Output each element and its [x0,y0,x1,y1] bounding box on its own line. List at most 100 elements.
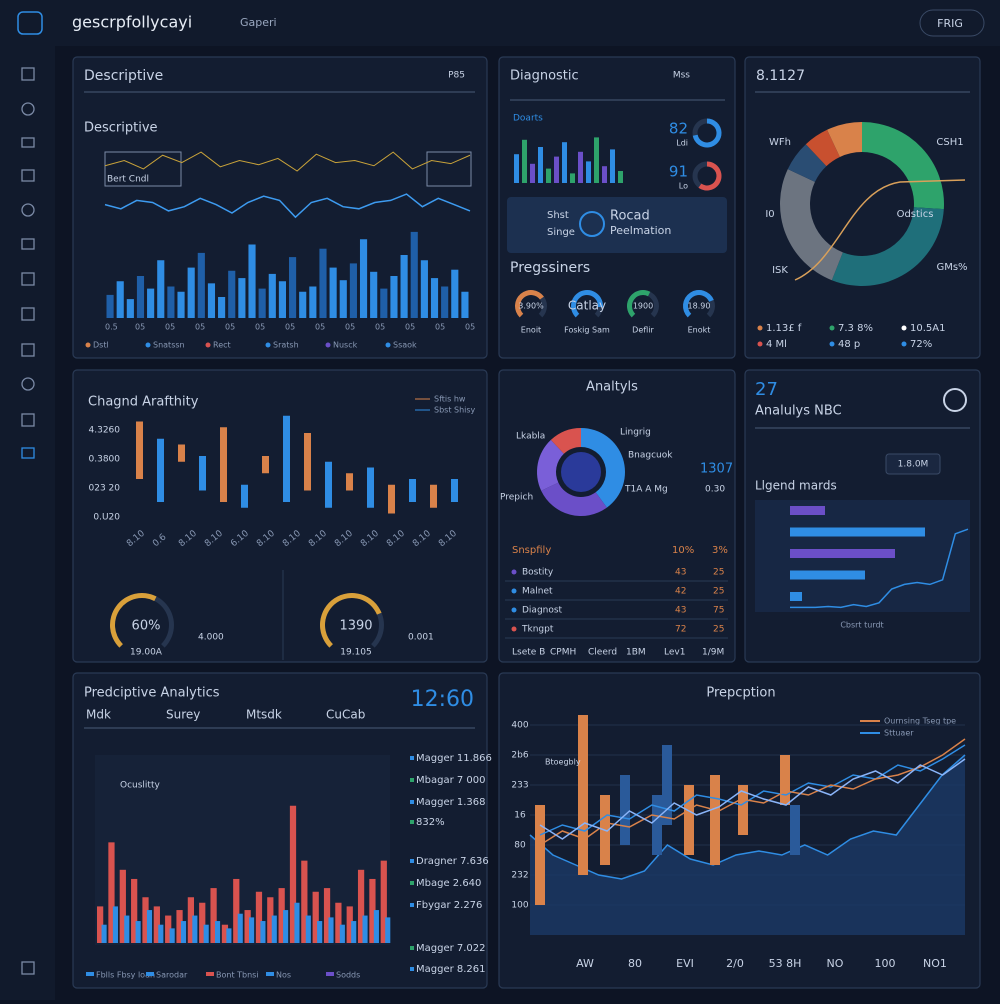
line [539,744,966,836]
label: 12:60 [411,687,474,712]
candle [780,755,790,805]
bar [380,288,388,318]
label: CPMH [550,648,576,658]
icon[interactable] [21,102,35,116]
bar [369,878,376,943]
bar [97,906,104,943]
hbar [790,549,895,558]
legend-entry: Sftis hw [434,395,466,404]
label: P85 [448,71,465,81]
x-tick-label: NO1 [923,957,947,970]
label: 25 [713,568,724,578]
inset-box [426,151,472,187]
x-tick-label: 05 [375,323,385,332]
y-tick-label: 16 [514,811,526,821]
label: Ldi [676,139,688,148]
icon[interactable] [21,169,35,182]
bar [335,902,342,943]
panel-title: Predciptive Analytics [84,686,220,701]
icon[interactable] [21,961,35,975]
tab: Gaperi [240,16,277,29]
side-dot [410,820,414,824]
x-tick-label: 0.5 [105,323,118,332]
label: CSH1 [936,137,963,148]
y-tick-label: 100 [511,901,528,911]
bar [514,154,519,183]
bar [157,260,165,318]
label: Mdk [86,708,111,722]
label: Bostity [522,568,554,578]
icon[interactable] [21,272,35,286]
label: WFh [769,137,791,148]
label: 60% [132,619,161,634]
icon[interactable] [21,447,35,459]
candle [157,438,164,502]
candle [325,461,332,508]
icon[interactable] [21,343,35,357]
label: Lev1 [664,648,685,658]
label: Peelmation [610,224,671,237]
bar [522,139,527,183]
bar [187,897,195,943]
row-dot [511,607,517,613]
label: 4.000 [198,633,224,643]
y-tick-label: 400 [511,721,528,731]
legend-entry: Sratsh [273,341,299,350]
label: Ocuslitty [120,781,160,791]
donut-segment [787,144,827,182]
panel-title: Chagnd Arafthity [88,395,199,410]
candle [790,805,800,855]
icon[interactable] [21,377,35,391]
y-tick-label: 4.3260 [89,426,121,436]
logo[interactable] [17,11,43,35]
label: 25 [713,587,724,597]
bar [153,906,160,943]
legend-swatch [86,972,94,976]
x-tick-label: EVI [676,957,694,970]
panel-title: Analulys NBC [755,404,842,419]
gauge-fill [515,290,544,318]
bar [451,269,459,318]
label: 42 [675,587,686,597]
icon[interactable] [21,413,35,427]
label: 72 [675,625,686,635]
icon[interactable] [21,137,35,148]
bar [370,271,378,318]
bar [610,149,615,183]
bar [215,921,221,943]
x-tick-label: 05 [435,323,445,332]
bar [562,142,567,183]
label: Magger 7.022 [416,943,486,954]
side-dot [410,881,414,885]
bar [116,281,124,318]
label: 75 [713,606,724,616]
label: Mbage 2.640 [416,878,481,889]
label: Odstics [897,209,934,220]
icon[interactable] [21,203,35,217]
label: 48 p [838,339,860,350]
label: 1307 [700,462,733,477]
topbar [0,0,1000,46]
button[interactable] [885,453,941,475]
legend-dot [205,342,211,348]
label: 4 Ml [766,339,787,350]
icon[interactable] [21,238,35,250]
top-button[interactable] [919,9,985,37]
bar [283,910,289,943]
row-dot [511,569,517,575]
bar [441,286,449,318]
label: Snspfily [512,545,551,556]
gauge-fill [627,289,651,318]
ring [692,118,722,148]
icon[interactable] [21,67,35,81]
label: Lingrig [620,428,651,438]
label: Enokt [688,326,711,335]
candle [662,745,672,825]
legend-swatch [266,972,274,976]
x-tick-label: NO [827,957,844,970]
icon[interactable] [21,307,35,321]
label: 1.8.0M [898,460,929,470]
bar [430,278,439,318]
label: Deflir [632,326,654,335]
label: 25 [713,625,724,635]
